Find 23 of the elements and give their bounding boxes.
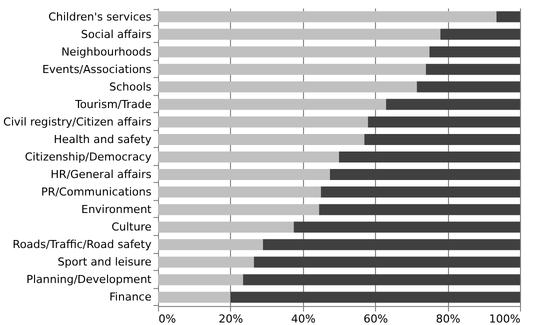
x-tick-label: 80% [436,312,460,325]
y-tick-label: Roads/Traffic/Road safety [12,238,152,252]
y-tick-label: PR/Communications [41,186,152,199]
y-tick-label: Schools [109,80,152,94]
y-tick-label: Civil registry/Citizen affairs [3,115,152,128]
y-tick-label: Planning/Development [26,273,152,286]
x-tick-label: 20% [218,312,244,325]
y-tick-label: Events/Associations [42,62,152,76]
y-tick-label: Neighbourhoods [61,45,152,58]
y-tick-label: Health and safety [54,132,152,146]
x-tick-label: 60% [363,312,388,325]
y-tick-label: Children's services [48,10,152,24]
x-tick-label: 40% [291,312,316,325]
y-tick-label: Culture [111,220,152,234]
x-tick-label: 100% [489,312,520,325]
y-tick-label: Finance [109,290,152,304]
x-tick-label: 0% [158,312,176,325]
y-tick-label: HR/General affairs [50,168,152,182]
y-tick-label: Citizenship/Democracy [24,150,152,164]
y-tick-label: Sport and leisure [58,256,152,269]
y-tick-label: Tourism/Trade [74,98,152,111]
y-tick-label: Environment [81,203,152,216]
y-tick-label: Social affairs [81,28,152,41]
